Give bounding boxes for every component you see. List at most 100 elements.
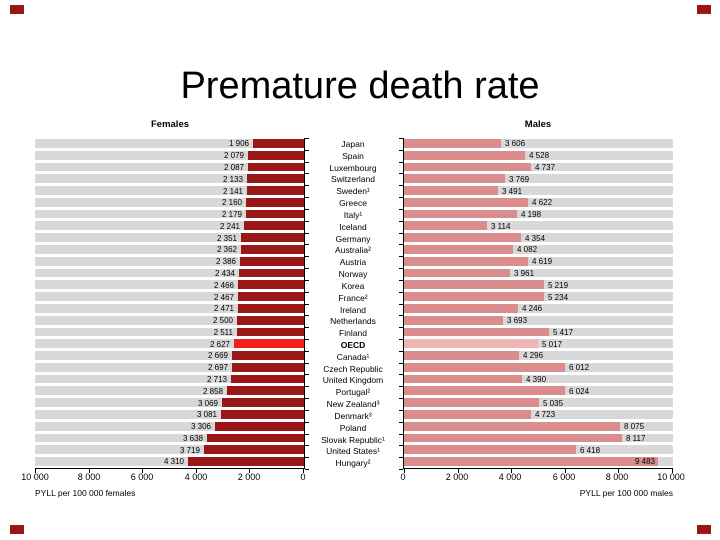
bar-value-label: 9 483 — [634, 457, 655, 467]
axis-tick-label: 6 000 — [130, 472, 154, 482]
bar-value-label: 3 081 — [196, 410, 217, 420]
bar-males-4 — [404, 174, 505, 184]
bar-row: 2 087 — [35, 162, 304, 174]
bar-males-22 — [404, 386, 565, 396]
bar-females-28 — [188, 457, 304, 466]
males-chart-title: Males — [524, 119, 552, 130]
axis-tick — [399, 339, 403, 340]
country-label: Italy¹ — [343, 209, 363, 220]
row-stripe — [404, 256, 673, 266]
axis-tick-label: 4 000 — [498, 472, 522, 482]
axis-tick — [305, 374, 309, 375]
axis-tick — [399, 150, 403, 151]
bar-value-label: 8 075 — [624, 422, 645, 432]
bar-males-17 — [404, 327, 549, 337]
axis-tick — [399, 162, 403, 163]
bar-row: 6 024 — [404, 385, 673, 397]
country-label: Finland — [339, 328, 367, 339]
row-stripe — [404, 233, 673, 243]
bar-value-label: 3 606 — [505, 139, 526, 149]
bar-value-label: 2 133 — [222, 174, 243, 184]
bar-value-label: 2 179 — [221, 210, 242, 220]
axis-tick — [305, 138, 309, 139]
bar-males-21 — [404, 374, 522, 384]
axis-tick-label: 0 — [400, 472, 406, 482]
bar-females-15 — [238, 303, 304, 313]
country-label: Korea — [341, 280, 365, 291]
bar-row: 5 234 — [404, 291, 673, 303]
axis-tick — [399, 398, 403, 399]
bar-row: 2 713 — [35, 374, 304, 386]
axis-tick — [305, 185, 309, 186]
bar-value-label: 2 500 — [212, 316, 233, 326]
bar-males-8 — [404, 221, 487, 231]
bar-row: 5 219 — [404, 279, 673, 291]
country-label: Greece — [339, 198, 367, 209]
bar-males-28 — [404, 457, 658, 466]
country-label: Canada¹ — [336, 351, 370, 362]
bar-value-label: 2 087 — [223, 162, 244, 172]
bar-row: 3 638 — [35, 433, 304, 445]
row-stripe — [35, 197, 304, 207]
axis-tick — [305, 209, 309, 210]
bar-value-label: 2 858 — [202, 386, 223, 396]
row-stripe — [404, 174, 673, 184]
males-x-axis: 0 2 000 4 000 6 000 8 000 10 000 — [400, 472, 684, 484]
bar-males-12 — [404, 268, 510, 278]
axis-tick-label: 10 000 — [21, 472, 49, 482]
country-label: Portugal² — [335, 387, 371, 398]
bar-row: 2 627 — [35, 338, 304, 350]
row-stripe — [35, 315, 304, 325]
females-chart-title: Females — [150, 119, 190, 130]
bar-value-label: 2 467 — [213, 292, 234, 302]
axis-tick — [305, 457, 309, 458]
bar-row: 2 697 — [35, 362, 304, 374]
bar-row: 2 511 — [35, 327, 304, 339]
corner-marker-bottom-right — [697, 525, 711, 534]
bar-females-12 — [239, 268, 304, 278]
row-stripe — [35, 292, 304, 301]
axis-tick — [305, 292, 309, 293]
males-bar-chart: 3 606 4 528 4 737 3 769 3 491 4 622 4 198 3 114… — [399, 138, 673, 473]
bar-females-21 — [231, 374, 304, 384]
bar-value-label: 5 417 — [553, 327, 574, 337]
row-stripe — [35, 362, 304, 372]
bar-row: 4 619 — [404, 256, 673, 268]
bar-females-4 — [247, 174, 304, 184]
axis-tick — [249, 469, 250, 473]
axis-tick — [399, 185, 403, 186]
bar-row: 2 351 — [35, 232, 304, 244]
axis-tick — [399, 351, 403, 352]
bar-value-label: 3 719 — [179, 445, 200, 455]
bar-value-label: 2 386 — [215, 257, 236, 267]
bar-females-16 — [237, 315, 304, 325]
axis-tick-label: 2 000 — [237, 472, 261, 482]
axis-tick — [399, 422, 403, 423]
country-label: Netherlands — [330, 316, 376, 327]
bar-row: 2 471 — [35, 303, 304, 315]
axis-tick — [305, 386, 309, 387]
bar-value-label: 2 511 — [213, 327, 233, 337]
row-stripe — [404, 197, 673, 207]
axis-tick — [305, 422, 309, 423]
axis-tick — [399, 374, 403, 375]
axis-tick — [399, 434, 403, 435]
axis-tick — [399, 280, 403, 281]
bar-males-20 — [404, 362, 565, 372]
axis-tick — [618, 469, 619, 473]
bar-value-label: 3 961 — [514, 268, 535, 278]
row-stripe — [404, 162, 673, 172]
females-x-axis: 10 000 8 000 6 000 4 000 2 000 0 — [21, 472, 305, 484]
bar-females-7 — [246, 209, 304, 219]
bar-value-label: 4 354 — [525, 233, 546, 243]
bar-males-14 — [404, 292, 544, 301]
row-stripe — [35, 150, 304, 160]
bar-row: 2 079 — [35, 150, 304, 162]
bar-row: 3 961 — [404, 268, 673, 280]
bar-value-label: 2 241 — [219, 221, 240, 231]
bar-row: 3 306 — [35, 421, 304, 433]
bar-value-label: 4 082 — [517, 245, 538, 255]
axis-tick — [404, 469, 405, 473]
axis-tick — [399, 292, 403, 293]
bar-row: 4 246 — [404, 303, 673, 315]
